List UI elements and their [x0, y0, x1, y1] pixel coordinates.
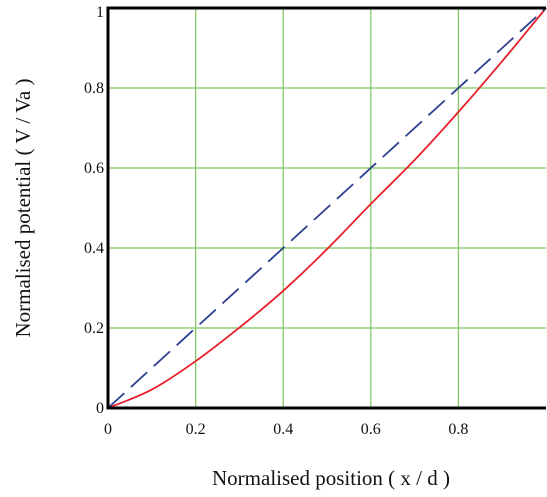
y-tick-labels: 0 0.2 0.4 0.6 0.8 1 [84, 4, 104, 417]
x-tick-labels: 0 0.2 0.4 0.6 0.8 [104, 421, 468, 438]
plot-series [107, 7, 547, 409]
y-tick-label-0: 0 [96, 400, 104, 417]
series-line-0-solid [107, 7, 547, 409]
y-tick-label-1: 0.2 [84, 320, 104, 337]
y-axis-title: Normalised potential ( V / Va ) [11, 79, 35, 338]
x-axis-title: Normalised position ( x / d ) [212, 466, 450, 490]
y-tick-label-4: 0.8 [84, 80, 104, 97]
x-tick-label-0: 0 [104, 421, 112, 438]
series-line-1-dashed [107, 7, 547, 409]
y-tick-label-2: 0.4 [84, 240, 104, 257]
plot-frame [106, 6, 546, 410]
y-tick-label-3: 0.6 [84, 160, 104, 177]
y-tick-label-5: 1 [96, 4, 104, 21]
x-tick-label-1: 0.2 [186, 421, 206, 438]
x-tick-label-3: 0.6 [361, 421, 381, 438]
x-tick-label-2: 0.4 [273, 421, 293, 438]
x-tick-label-4: 0.8 [448, 421, 468, 438]
